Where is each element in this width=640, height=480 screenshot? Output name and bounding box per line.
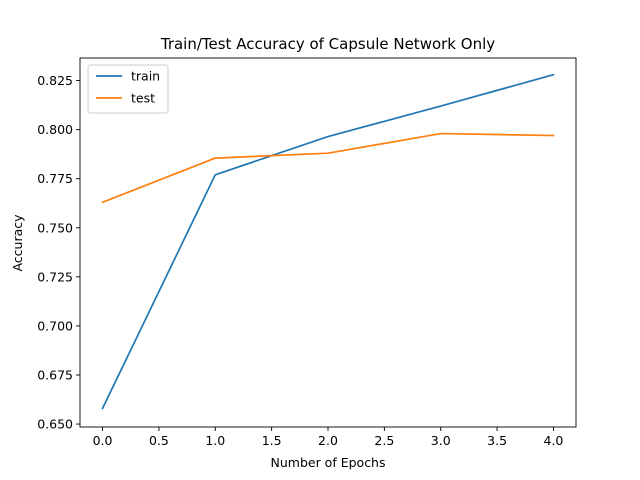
y-tick-label: 0.750 (37, 220, 73, 235)
x-tick-label: 1.0 (205, 433, 225, 448)
legend-label-train: train (131, 69, 160, 84)
x-tick-label: 3.5 (487, 433, 507, 448)
y-tick-label: 0.725 (37, 269, 73, 284)
x-tick-label: 0.0 (93, 433, 113, 448)
x-tick-label: 1.5 (262, 433, 282, 448)
x-tick-label: 2.0 (318, 433, 338, 448)
plot-area: 0.0 0.5 1.0 1.5 2.0 2.5 3.0 3.5 4.0 0.650 0.675 0.7… (37, 57, 577, 448)
y-tick-label: 0.700 (37, 318, 73, 333)
legend: train test (87, 64, 169, 114)
chart-title: Train/Test Accuracy of Capsule Network O… (160, 35, 495, 53)
x-tick-label: 4.0 (544, 433, 564, 448)
x-tick-label: 3.0 (431, 433, 451, 448)
y-tick-label: 0.775 (37, 171, 73, 186)
legend-box (87, 64, 169, 114)
x-axis-label: Number of Epochs (271, 455, 386, 470)
y-tick-label: 0.675 (37, 367, 73, 382)
y-tick-label: 0.825 (37, 73, 73, 88)
y-axis-label: Accuracy (10, 214, 25, 272)
legend-label-test: test (131, 91, 155, 106)
x-tick-label: 2.5 (374, 433, 394, 448)
y-tick-label: 0.650 (37, 417, 73, 432)
x-tick-label: 0.5 (149, 433, 169, 448)
y-tick-label: 0.800 (37, 122, 73, 137)
